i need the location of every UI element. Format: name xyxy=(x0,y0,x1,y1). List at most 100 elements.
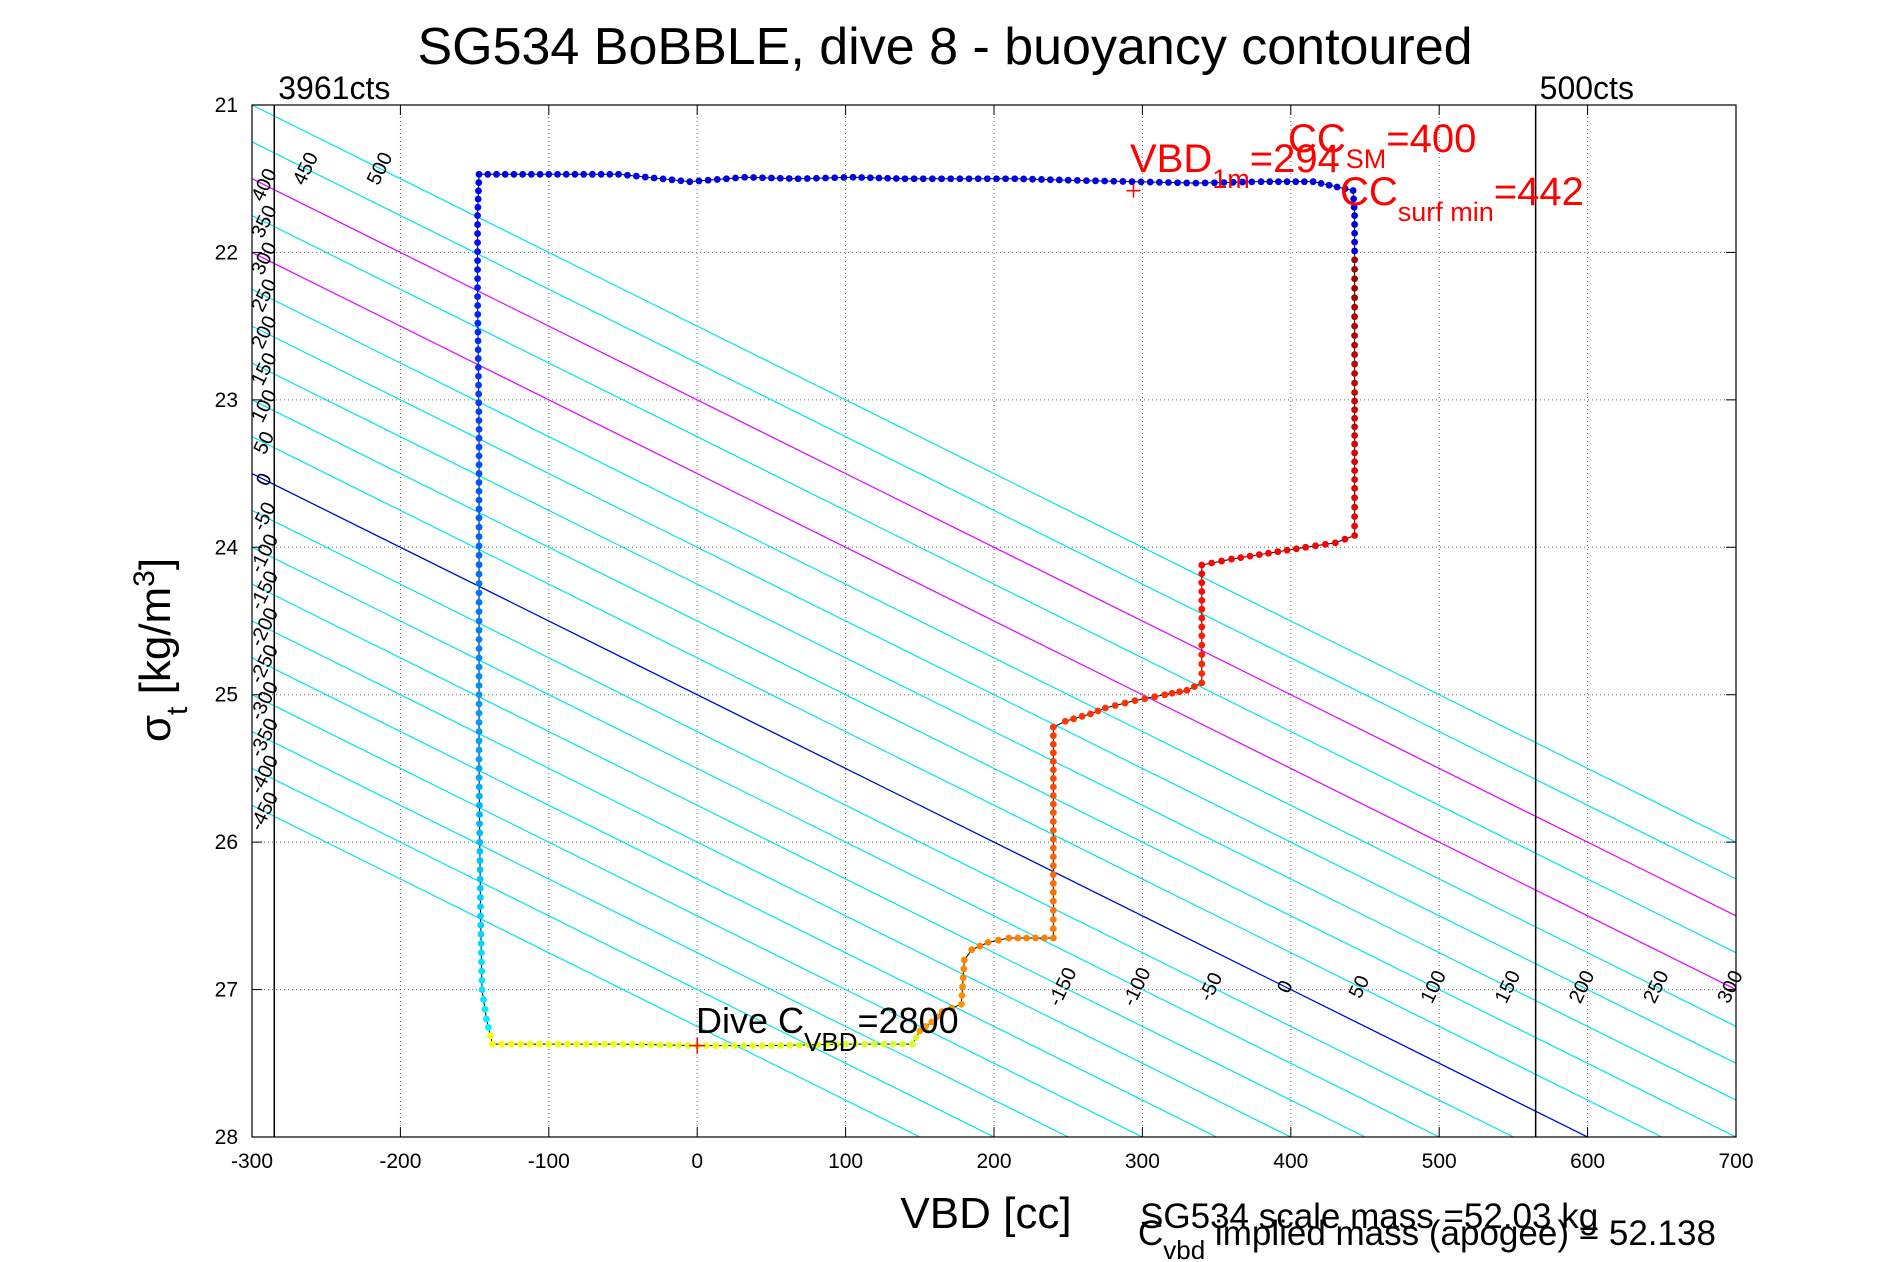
profile-point xyxy=(476,838,484,846)
contour-line xyxy=(252,620,1292,1137)
profile-point xyxy=(1049,740,1057,748)
profile-point xyxy=(1055,176,1063,184)
profile-point xyxy=(475,533,483,540)
contour-line xyxy=(252,546,1440,1137)
profile-point xyxy=(1049,853,1057,861)
contour-line xyxy=(252,694,1143,1137)
contour-label-bottom: 250 xyxy=(1639,967,1673,1007)
profile-point xyxy=(656,1041,664,1049)
y-axis-label: σt [kg/m3] xyxy=(128,558,194,742)
profile-point xyxy=(730,1042,738,1049)
profile-point xyxy=(1183,179,1191,187)
profile-point xyxy=(475,496,483,504)
profile-point xyxy=(474,328,482,336)
dive-c-value: =2800 xyxy=(858,1000,959,1041)
contour-line xyxy=(252,141,1736,880)
profile-point xyxy=(1351,256,1359,264)
profile-point xyxy=(1046,176,1054,184)
profile-point xyxy=(1146,178,1154,186)
profile-point xyxy=(929,175,936,183)
cc-surf-value: =442 xyxy=(1494,170,1584,214)
profile-point xyxy=(1049,775,1057,782)
profile-point xyxy=(1176,688,1183,696)
profile-point xyxy=(832,1040,840,1048)
contour-label-top: -100 xyxy=(246,531,283,577)
profile-point xyxy=(1198,632,1206,640)
profile-point xyxy=(1208,559,1216,567)
profile-point xyxy=(475,755,483,763)
profile-point xyxy=(475,461,483,469)
profile-point xyxy=(507,1040,515,1048)
profile-point xyxy=(1049,934,1057,942)
profile-point xyxy=(910,175,918,183)
profile-point xyxy=(922,1023,930,1030)
profile-point xyxy=(1274,548,1282,556)
profile-point xyxy=(477,949,485,957)
profile-point xyxy=(823,1041,831,1048)
dive-c-vbd-annotation: Dive CVBD=2800 xyxy=(696,1000,959,1057)
profile-point xyxy=(478,967,486,975)
profile-point xyxy=(675,1041,683,1049)
profile-point xyxy=(814,1041,822,1049)
profile-point xyxy=(1198,596,1206,604)
profile-point xyxy=(1094,707,1102,715)
profile-point xyxy=(684,1042,692,1049)
profile-point xyxy=(475,408,483,416)
profile-point xyxy=(861,1040,869,1048)
profile-point xyxy=(1351,379,1359,387)
profile-point xyxy=(1351,370,1359,377)
contour-line xyxy=(252,105,1736,843)
profile-point xyxy=(712,1042,720,1049)
profile-point xyxy=(580,170,588,178)
profile-point xyxy=(1350,203,1358,211)
profile-point xyxy=(1183,686,1191,694)
profile-point xyxy=(960,956,968,964)
profile-point xyxy=(536,1040,543,1048)
profile-point xyxy=(958,992,966,999)
x-tick-label: 600 xyxy=(1570,1150,1605,1173)
profile-point xyxy=(703,1042,710,1049)
profile-point xyxy=(475,505,483,513)
x-tick-label: 100 xyxy=(828,1150,863,1173)
contour-line-magenta xyxy=(252,178,1736,917)
profile-point xyxy=(665,1041,673,1049)
profile-point xyxy=(776,174,784,182)
profile-point xyxy=(1292,178,1300,186)
profile-point xyxy=(947,175,955,183)
profile-point xyxy=(475,452,483,460)
x-axis-label: VBD [cc] xyxy=(900,1189,1071,1238)
vbd-1m-main: VBD xyxy=(1130,137,1212,181)
profile-point xyxy=(650,174,658,182)
profile-point xyxy=(536,170,544,178)
contour-label-top: 500 xyxy=(363,149,397,189)
profile-point xyxy=(475,551,483,559)
buoyancy-contours xyxy=(252,105,1736,1137)
profile-point xyxy=(1049,757,1057,765)
profile-point xyxy=(974,175,982,183)
profile-point xyxy=(1198,588,1206,595)
profile-point xyxy=(1141,695,1149,703)
y-axis-label-units-close: ] xyxy=(131,558,180,570)
profile-point xyxy=(1049,800,1057,808)
profile-point xyxy=(928,1018,936,1026)
x-tick-label: -300 xyxy=(231,1150,273,1173)
profile-point xyxy=(758,1042,766,1049)
profile-point xyxy=(1301,178,1308,186)
profile-point xyxy=(571,170,579,178)
profile-point xyxy=(475,179,483,186)
profile-point xyxy=(1351,341,1359,349)
y-axis-label-sup: 3 xyxy=(128,570,161,587)
profile-point xyxy=(768,1042,775,1049)
profile-point xyxy=(527,170,535,178)
contour-label-bottom: 150 xyxy=(1491,967,1525,1007)
contour-line xyxy=(252,657,1217,1137)
profile-point xyxy=(741,173,749,181)
contour-label-bottom: 50 xyxy=(1345,972,1375,1002)
y-axis-label-units: [kg/m xyxy=(131,587,180,707)
profile-point xyxy=(1351,351,1359,358)
profile-point xyxy=(478,986,486,993)
profile-point xyxy=(474,212,481,219)
profile-point xyxy=(517,1040,525,1048)
profile-point xyxy=(1309,178,1317,186)
profile-point xyxy=(993,175,1000,183)
